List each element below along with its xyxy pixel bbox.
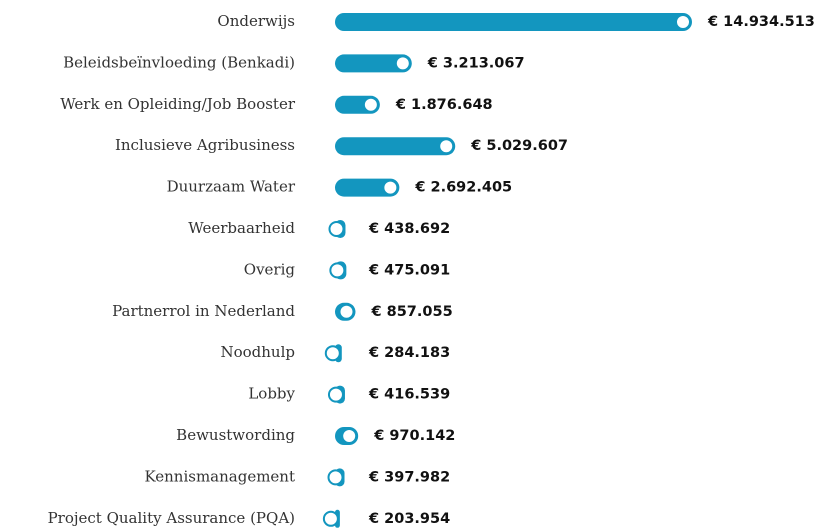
bar [335,54,412,73]
value-label: € 438.692 [368,221,450,237]
bar-knob [322,510,339,527]
category-label: Partnerrol in Nederland [112,302,295,320]
bar [335,178,400,197]
category-label: Lobby [248,385,295,403]
bar-knob [328,221,345,237]
category-label: Inclusieve Agribusiness [115,136,295,154]
value-label: € 284.183 [368,345,450,361]
bar [335,137,456,156]
category-label: Werk en Opleiding/Job Booster [60,95,296,113]
value-label: € 970.142 [373,428,455,444]
value-label: € 14.934.513 [707,14,815,30]
category-label: Duurzaam Water [167,178,296,196]
category-label: Kennismanagement [144,467,295,485]
value-label: € 2.692.405 [414,180,512,196]
category-label: Overig [244,260,296,278]
value-label: € 475.091 [368,262,450,278]
value-label: € 397.982 [368,469,450,485]
value-label: € 416.539 [368,387,450,403]
bar [335,13,692,31]
category-label: Noodhulp [220,343,295,361]
bar-knob [675,14,691,30]
category-label: Weerbaarheid [188,219,295,237]
bar-knob [327,469,344,486]
bar-knob [362,96,379,113]
category-label: Onderwijs [217,12,295,30]
category-label: Bewustwording [176,426,295,444]
bar-knob [341,428,358,444]
category-label: Project Quality Assurance (PQA) [48,509,295,527]
bar-knob [327,386,344,403]
bar-knob [394,55,411,72]
category-label: Beleidsbeïnvloeding (Benkadi) [63,53,295,71]
bar-knob [329,262,346,279]
value-label: € 1.876.648 [395,97,493,113]
value-label: € 3.213.067 [427,55,525,71]
bar-knob [382,179,399,196]
value-label: € 5.029.607 [470,138,568,154]
bar-knob [438,138,455,155]
bar-knob [338,303,355,320]
value-label: € 857.055 [370,304,452,320]
bar-knob [324,345,341,362]
value-label: € 203.954 [368,511,450,527]
